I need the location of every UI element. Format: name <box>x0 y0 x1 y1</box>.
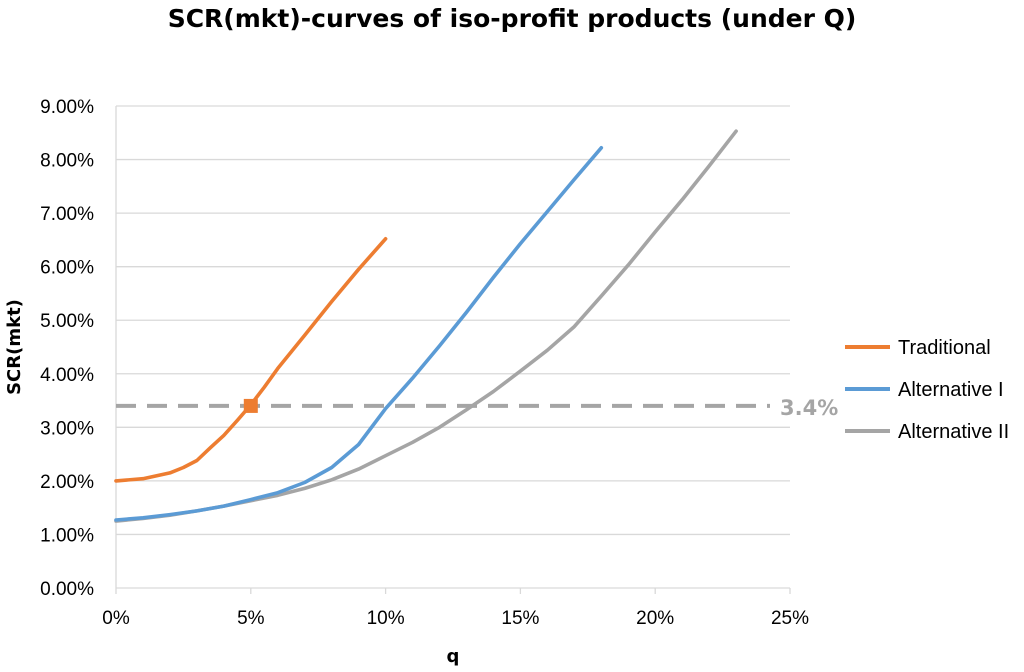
series-layer <box>114 129 738 523</box>
y-tick-label: 2.00% <box>40 472 94 493</box>
tick-labels: 0.00% 1.00% 2.00% 3.00% 4.00% 5.00% 6.00% 7.00%… <box>40 97 809 629</box>
y-tick-label: 8.00% <box>40 151 94 172</box>
x-tick-label: 25% <box>771 608 809 629</box>
gridlines <box>115 105 791 594</box>
legend: Traditional Alternative I Alternative II <box>845 337 1009 443</box>
x-axis-title: q <box>447 646 460 667</box>
y-tick-label: 4.00% <box>40 365 94 386</box>
y-tick-label: 1.00% <box>40 525 94 546</box>
reference-line-group: 3.4% <box>116 396 838 420</box>
x-tick-label: 5% <box>237 608 265 629</box>
y-tick-label: 5.00% <box>40 311 94 332</box>
x-tick-label: 20% <box>636 608 674 629</box>
y-tick-label: 3.00% <box>40 418 94 439</box>
chart-title: SCR(mkt)-curves of iso-profit products (… <box>167 4 857 33</box>
reference-line-label: 3.4% <box>780 396 838 420</box>
series-line-traditional <box>114 237 388 483</box>
y-tick-label: 0.00% <box>40 579 94 600</box>
series-line-alternative-ii <box>114 129 738 523</box>
series-line-alternative-i <box>114 146 604 522</box>
x-tick-label: 15% <box>501 608 539 629</box>
x-tick-label: 10% <box>367 608 405 629</box>
y-axis-title: SCR(mkt) <box>4 299 25 395</box>
y-tick-label: 7.00% <box>40 204 94 225</box>
y-tick-label: 6.00% <box>40 258 94 279</box>
marker-square <box>243 398 258 413</box>
legend-label: Traditional <box>898 337 991 359</box>
x-tick-label: 0% <box>102 608 130 629</box>
y-tick-label: 9.00% <box>40 97 94 118</box>
legend-label: Alternative I <box>898 379 1004 401</box>
legend-label: Alternative II <box>898 421 1009 443</box>
